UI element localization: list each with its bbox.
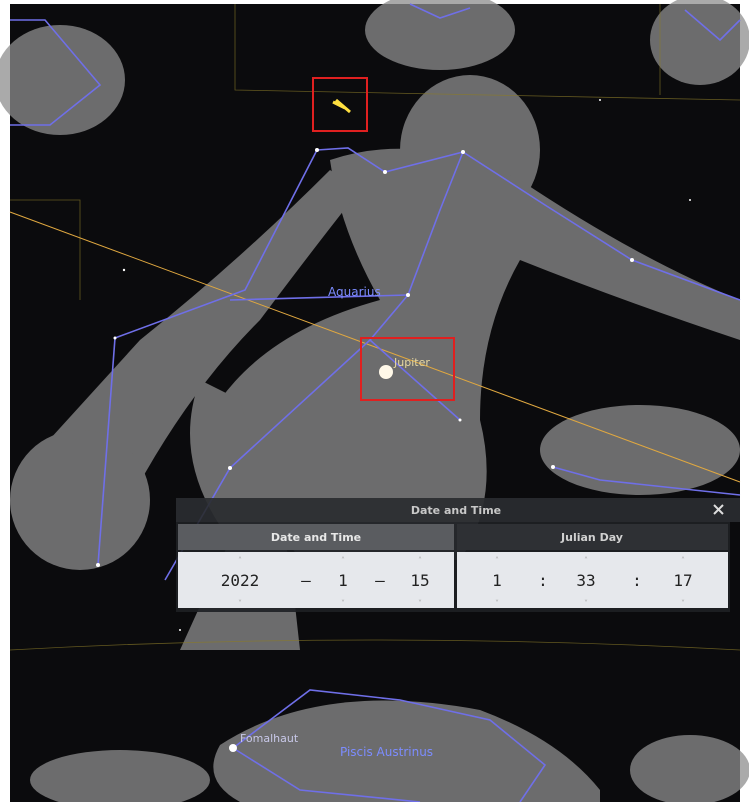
constellation-label: Aquarius [328,285,381,299]
svg-text:˅: ˅ [418,599,422,608]
hour-field[interactable]: 1 [492,571,502,590]
second-field[interactable]: 17 [673,571,692,590]
svg-text:˅: ˅ [681,599,685,608]
separator: : [632,571,642,590]
planet-label: Jupiter [393,356,430,369]
day-field[interactable]: 15 [410,571,429,590]
svg-text:˄: ˄ [495,556,499,565]
svg-text:˄: ˄ [238,556,242,565]
sky-view: Aquarius Jupiter Fomalhaut Piscis Austri… [0,0,749,802]
svg-text:˄: ˄ [418,556,422,565]
svg-text:˄: ˄ [681,556,685,565]
svg-text:˄: ˄ [341,556,345,565]
constellation-label: Piscis Austrinus [340,745,433,759]
separator: : [538,571,548,590]
year-field[interactable]: 2022 [221,571,260,590]
date-time-dialog: Date and Time Date and Time Julian Day ˄… [176,498,740,612]
svg-text:˅: ˅ [341,599,345,608]
separator: – [301,571,311,590]
month-field[interactable]: 1 [338,571,348,590]
screen: Aquarius Jupiter Fomalhaut Piscis Austri… [0,0,749,802]
jupiter-disc [379,365,393,379]
dialog-title: Date and Time [411,504,501,517]
svg-text:˅: ˅ [495,599,499,608]
tab-label: Date and Time [271,531,361,544]
separator: – [375,571,385,590]
svg-text:˅: ˅ [584,599,588,608]
minute-field[interactable]: 33 [576,571,595,590]
tab-label: Julian Day [560,531,623,544]
svg-text:˄: ˄ [584,556,588,565]
star-label: Fomalhaut [240,732,299,745]
svg-text:˅: ˅ [238,599,242,608]
